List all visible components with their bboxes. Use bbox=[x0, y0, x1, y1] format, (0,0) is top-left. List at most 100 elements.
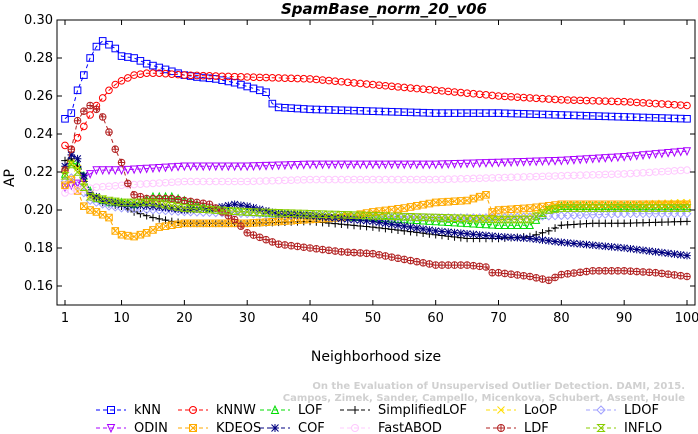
data-point-marker bbox=[519, 212, 529, 222]
data-point-marker bbox=[412, 213, 422, 223]
data-point-marker bbox=[161, 200, 171, 209]
data-point-marker bbox=[651, 209, 661, 219]
data-point-marker bbox=[224, 162, 233, 172]
legend-label: COF bbox=[298, 421, 325, 434]
data-point-marker bbox=[67, 181, 76, 191]
data-point-marker bbox=[588, 154, 597, 164]
x-tick-label: 20 bbox=[176, 311, 193, 326]
data-point-marker bbox=[142, 198, 152, 207]
data-point-marker bbox=[237, 201, 245, 210]
data-point-marker bbox=[73, 116, 82, 125]
data-point-marker bbox=[117, 158, 126, 167]
data-point-marker bbox=[594, 204, 604, 212]
data-point-marker bbox=[255, 208, 265, 217]
data-point-marker bbox=[355, 211, 365, 220]
data-point-marker bbox=[581, 204, 591, 212]
data-point-marker bbox=[180, 206, 189, 214]
data-point-marker bbox=[556, 204, 566, 212]
data-point-marker bbox=[595, 267, 603, 275]
data-point-marker bbox=[356, 216, 365, 225]
data-point-marker bbox=[92, 166, 101, 176]
data-point-marker bbox=[400, 255, 409, 264]
data-point-marker bbox=[425, 226, 434, 234]
data-point-marker bbox=[80, 71, 88, 79]
series-fastabod bbox=[61, 166, 691, 197]
data-point-marker bbox=[664, 149, 673, 158]
data-point-marker bbox=[362, 211, 372, 220]
data-point-marker bbox=[337, 160, 346, 170]
data-point-marker bbox=[111, 227, 120, 235]
data-point-marker bbox=[174, 205, 182, 214]
data-point-marker bbox=[632, 245, 641, 254]
data-point-marker bbox=[186, 205, 195, 214]
data-point-marker bbox=[142, 164, 151, 174]
data-point-marker bbox=[92, 42, 101, 51]
data-point-marker bbox=[588, 267, 597, 275]
data-point-marker bbox=[325, 246, 333, 254]
series-knnw bbox=[61, 69, 691, 153]
watermark-line: On the Evaluation of Unsupervised Outlie… bbox=[312, 381, 685, 392]
data-point-marker bbox=[551, 224, 559, 232]
data-point-marker bbox=[356, 249, 365, 257]
data-point-marker bbox=[569, 210, 579, 220]
data-point-marker bbox=[261, 161, 271, 171]
legend-label: LoOP bbox=[524, 403, 557, 418]
data-point-marker bbox=[487, 215, 497, 224]
data-point-marker bbox=[457, 261, 465, 269]
data-point-marker bbox=[399, 212, 409, 221]
data-point-marker bbox=[343, 211, 353, 219]
data-point-marker bbox=[174, 220, 182, 229]
data-point-marker bbox=[657, 209, 667, 219]
data-point-marker bbox=[519, 272, 528, 280]
y-tick-label: 0.18 bbox=[24, 241, 53, 256]
data-point-marker bbox=[230, 200, 239, 209]
data-point-marker bbox=[406, 160, 415, 170]
data-point-marker bbox=[292, 209, 302, 218]
data-point-marker bbox=[494, 268, 503, 277]
data-point-marker bbox=[482, 191, 490, 199]
data-point-marker bbox=[362, 160, 371, 170]
data-point-marker bbox=[142, 59, 151, 68]
data-point-marker bbox=[292, 210, 302, 220]
data-point-marker bbox=[60, 172, 70, 180]
data-point-marker bbox=[331, 160, 340, 170]
data-point-marker bbox=[538, 236, 547, 244]
data-point-marker bbox=[538, 229, 547, 237]
data-point-marker bbox=[318, 160, 327, 170]
data-point-marker bbox=[80, 107, 88, 115]
data-point-marker bbox=[481, 215, 491, 223]
data-point-marker bbox=[306, 211, 314, 220]
data-point-marker bbox=[236, 207, 246, 216]
data-point-marker bbox=[343, 215, 352, 223]
data-point-marker bbox=[531, 211, 541, 221]
data-point-marker bbox=[217, 206, 227, 215]
data-point-marker bbox=[66, 160, 76, 169]
data-point-marker bbox=[243, 82, 252, 91]
data-point-marker bbox=[123, 165, 132, 175]
data-point-marker bbox=[406, 203, 415, 211]
data-point-marker bbox=[261, 208, 271, 217]
data-point-marker bbox=[497, 406, 505, 414]
data-point-marker bbox=[419, 160, 428, 170]
data-point-marker bbox=[570, 269, 578, 277]
data-point-marker bbox=[519, 157, 528, 167]
x-tick-label: 30 bbox=[239, 311, 256, 326]
series-ldf bbox=[61, 101, 691, 285]
data-point-marker bbox=[450, 228, 459, 237]
data-point-marker bbox=[248, 208, 258, 216]
data-point-marker bbox=[104, 166, 114, 176]
data-point-marker bbox=[394, 205, 402, 213]
data-point-marker bbox=[645, 247, 654, 255]
plot-frame bbox=[56, 19, 696, 306]
data-point-marker bbox=[387, 253, 396, 261]
data-point-marker bbox=[424, 213, 434, 223]
data-point-marker bbox=[167, 202, 177, 210]
data-point-marker bbox=[663, 204, 673, 212]
data-point-marker bbox=[280, 161, 289, 171]
data-point-marker bbox=[444, 228, 453, 236]
data-point-marker bbox=[620, 153, 629, 162]
data-point-marker bbox=[105, 86, 113, 95]
data-point-marker bbox=[98, 196, 107, 205]
data-point-marker bbox=[362, 217, 371, 225]
